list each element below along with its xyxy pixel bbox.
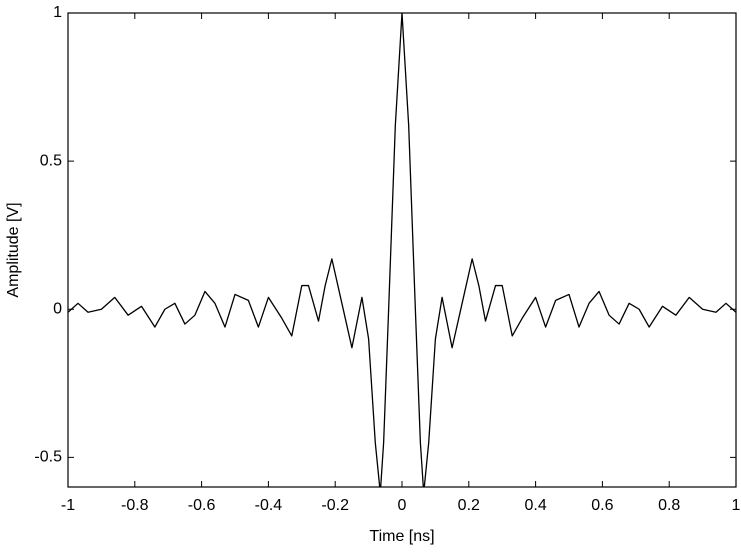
x-axis-label: Time [ns] [369,528,434,545]
y-axis-label: Amplitude [V] [5,202,22,297]
y-tick-label: 1 [53,4,62,21]
y-tick-label: 0.5 [40,152,62,169]
x-tick-label: 0.6 [591,497,613,514]
x-tick-label: -0.6 [188,497,216,514]
x-tick-label: 0.4 [524,497,546,514]
x-tick-label: -0.4 [255,497,283,514]
y-tick-label: -0.5 [34,449,62,466]
plot-frame [67,12,737,488]
x-tick-label: 0.2 [458,497,480,514]
x-tick-label: -0.2 [321,497,349,514]
x-tick-label: 0 [398,497,407,514]
y-tick-label: 0 [53,300,62,317]
x-tick-label: 1 [732,497,741,514]
line-series [68,13,736,487]
x-tick-label: 0.8 [658,497,680,514]
x-tick-label: -0.8 [121,497,149,514]
x-tick-label: -1 [61,497,75,514]
